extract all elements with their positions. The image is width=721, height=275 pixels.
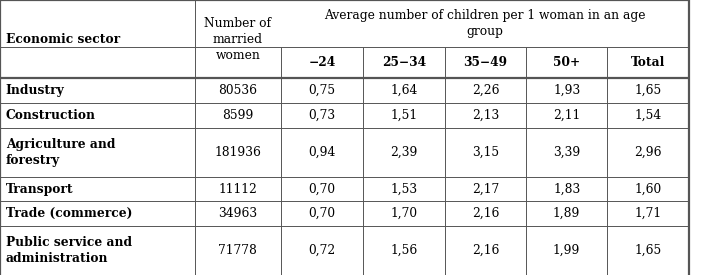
Text: Public service and
administration: Public service and administration [6, 236, 132, 265]
Text: 1,56: 1,56 [390, 244, 417, 257]
Text: 2,26: 2,26 [472, 84, 500, 97]
Text: 1,51: 1,51 [390, 109, 417, 122]
Text: 181936: 181936 [214, 146, 262, 159]
Text: Transport: Transport [6, 183, 74, 196]
Text: 1,65: 1,65 [634, 84, 661, 97]
Text: 1,64: 1,64 [390, 84, 417, 97]
Text: 3,15: 3,15 [472, 146, 499, 159]
Text: 1,54: 1,54 [634, 109, 661, 122]
Text: 1,60: 1,60 [634, 183, 661, 196]
Text: 1,65: 1,65 [634, 244, 661, 257]
Text: 25−34: 25−34 [381, 56, 426, 69]
Text: 2,39: 2,39 [390, 146, 417, 159]
Text: 1,83: 1,83 [553, 183, 580, 196]
Text: 11112: 11112 [218, 183, 257, 196]
Text: Trade (commerce): Trade (commerce) [6, 207, 132, 220]
Text: 0,70: 0,70 [309, 183, 335, 196]
Text: 1,70: 1,70 [390, 207, 417, 220]
Text: 2,11: 2,11 [553, 109, 580, 122]
Text: 50+: 50+ [553, 56, 580, 69]
Text: 34963: 34963 [218, 207, 257, 220]
Text: 2,13: 2,13 [472, 109, 499, 122]
Text: Average number of children per 1 woman in an age
group: Average number of children per 1 woman i… [324, 9, 645, 38]
Text: 1,93: 1,93 [553, 84, 580, 97]
Text: Construction: Construction [6, 109, 96, 122]
Text: 2,16: 2,16 [472, 244, 499, 257]
Text: Number of
married
women: Number of married women [205, 17, 271, 62]
Text: 0,73: 0,73 [309, 109, 335, 122]
Text: 8599: 8599 [222, 109, 254, 122]
Text: 0,75: 0,75 [309, 84, 335, 97]
Text: 2,96: 2,96 [634, 146, 662, 159]
Text: Economic sector: Economic sector [6, 33, 120, 46]
Text: 2,17: 2,17 [472, 183, 499, 196]
Text: 80536: 80536 [218, 84, 257, 97]
Text: 1,53: 1,53 [390, 183, 417, 196]
Text: Total: Total [631, 56, 665, 69]
Text: 71778: 71778 [218, 244, 257, 257]
Text: 1,99: 1,99 [553, 244, 580, 257]
Text: 0,70: 0,70 [309, 207, 335, 220]
Text: 1,71: 1,71 [634, 207, 661, 220]
Text: 0,72: 0,72 [309, 244, 335, 257]
Text: Agriculture and
forestry: Agriculture and forestry [6, 138, 115, 167]
Text: 0,94: 0,94 [309, 146, 335, 159]
Text: 35−49: 35−49 [464, 56, 508, 69]
Text: 1,89: 1,89 [553, 207, 580, 220]
Text: Industry: Industry [6, 84, 64, 97]
Text: 3,39: 3,39 [553, 146, 580, 159]
Text: 2,16: 2,16 [472, 207, 499, 220]
Text: −24: −24 [309, 56, 335, 69]
